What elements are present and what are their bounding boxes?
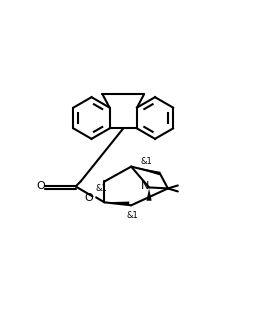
Text: O: O bbox=[36, 182, 45, 191]
Text: &1: &1 bbox=[126, 211, 138, 220]
Text: N: N bbox=[141, 181, 150, 191]
Text: O: O bbox=[84, 193, 93, 203]
Polygon shape bbox=[131, 167, 161, 175]
Polygon shape bbox=[146, 188, 152, 201]
Text: &1: &1 bbox=[140, 157, 152, 166]
Text: &1: &1 bbox=[95, 184, 107, 193]
Polygon shape bbox=[104, 201, 129, 205]
